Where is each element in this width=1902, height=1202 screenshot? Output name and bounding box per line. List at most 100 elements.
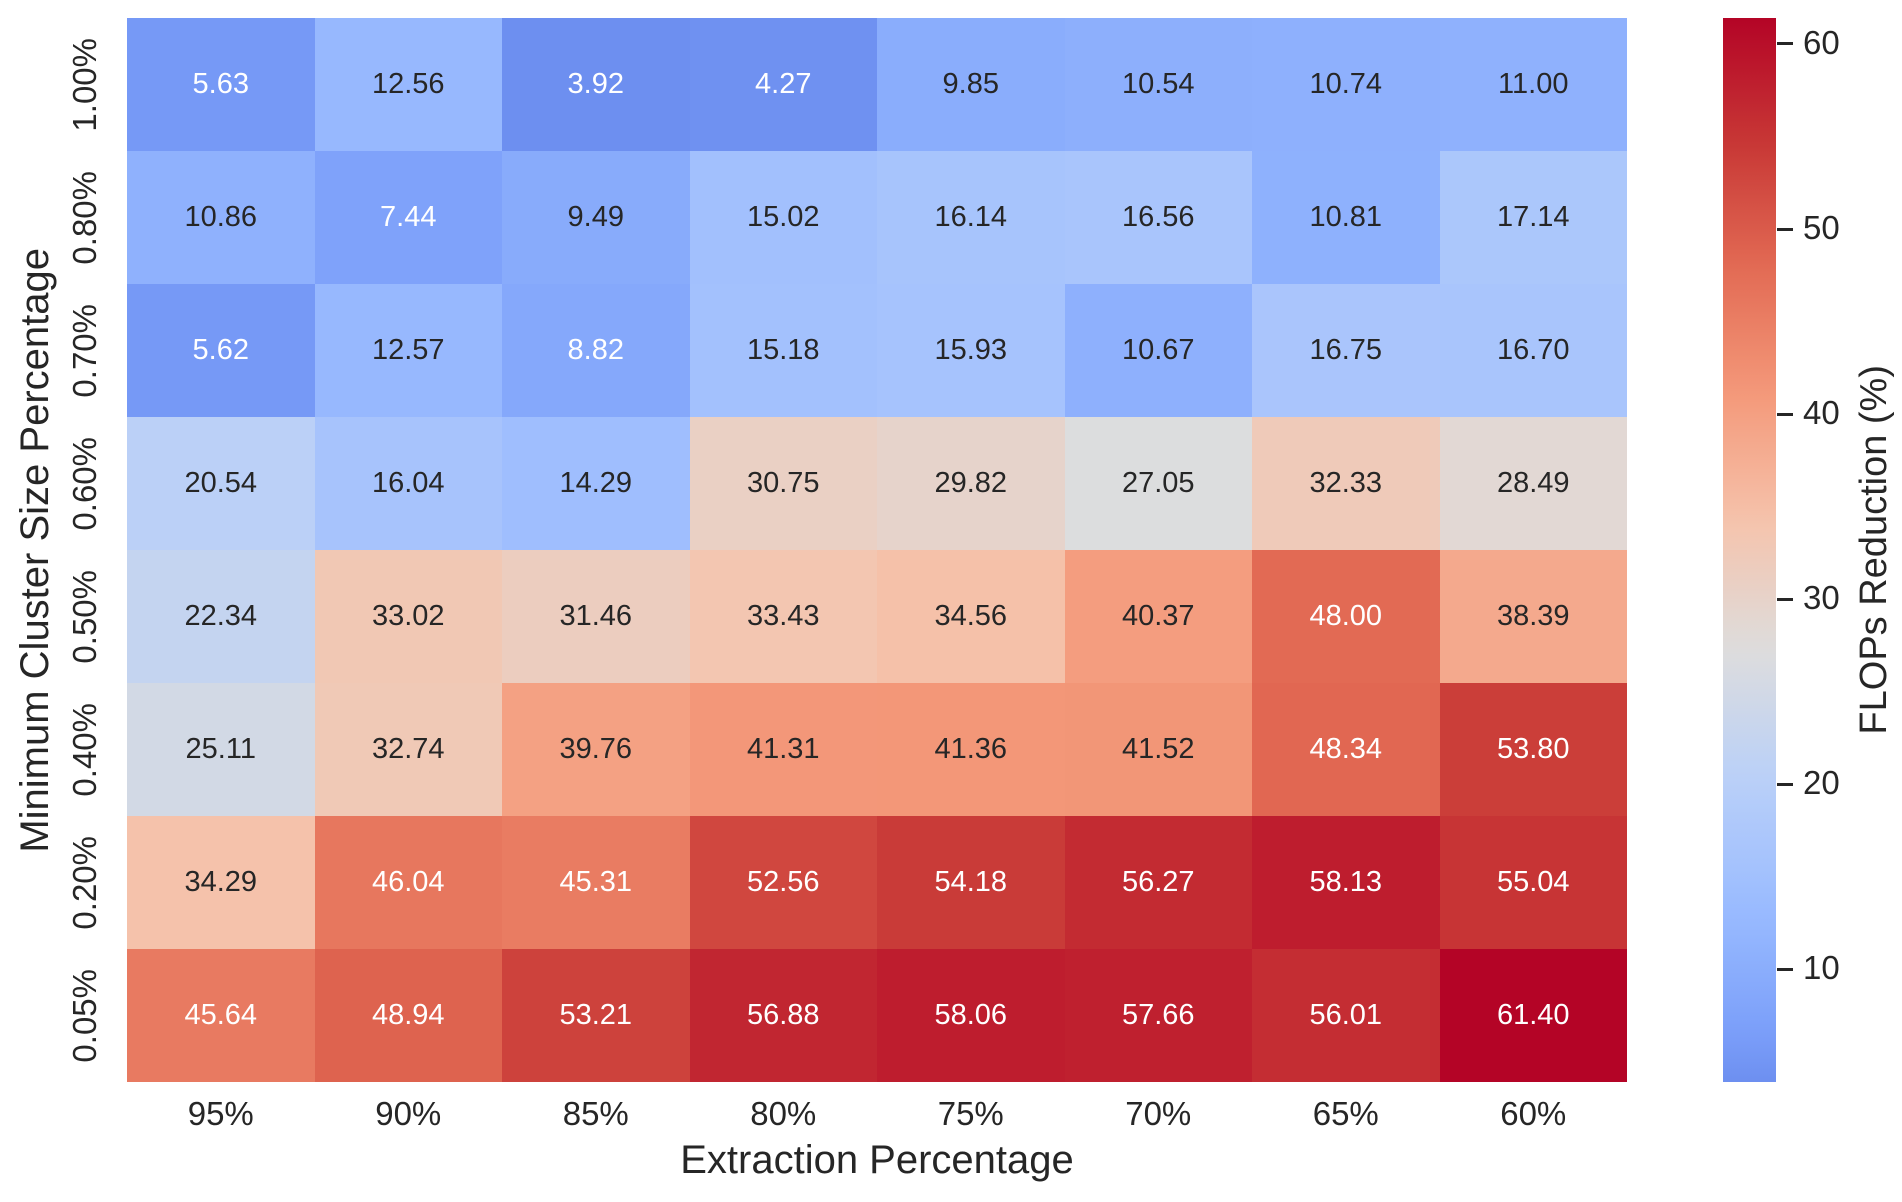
heatmap-cell: 16.56 xyxy=(1064,151,1252,284)
cell-value: 16.04 xyxy=(371,467,445,499)
colorbar-tick-label: 50 xyxy=(1803,209,1840,247)
heatmap-cell: 14.29 xyxy=(502,417,690,550)
colorbar-gradient xyxy=(1723,18,1776,1082)
colorbar-tick xyxy=(1777,412,1793,416)
heatmap-cell: 10.74 xyxy=(1252,18,1440,151)
cell-value: 41.52 xyxy=(1121,733,1195,765)
heatmap-cell: 16.75 xyxy=(1252,284,1440,417)
cell-value: 9.49 xyxy=(567,201,624,233)
y-tick-label: 0.20% xyxy=(62,816,108,949)
cell-value: 16.75 xyxy=(1309,334,1383,366)
cell-value: 31.46 xyxy=(559,600,633,632)
x-tick-label: 65% xyxy=(1312,1095,1379,1132)
cell-value: 32.74 xyxy=(371,733,445,765)
x-tick-label: 60% xyxy=(1500,1095,1567,1132)
heatmap-cell: 10.67 xyxy=(1064,284,1252,417)
cell-value: 10.74 xyxy=(1309,68,1383,100)
heatmap-cell: 29.82 xyxy=(877,417,1065,550)
cell-value: 20.54 xyxy=(184,467,258,499)
heatmap-cell: 45.31 xyxy=(502,816,690,949)
x-axis-tick-labels: 95% 90% 85% 80% 75% 70% 65% 60% xyxy=(127,1094,1627,1134)
heatmap-cell: 53.80 xyxy=(1439,683,1627,816)
cell-value: 7.44 xyxy=(380,201,437,233)
heatmap-cell: 10.81 xyxy=(1252,151,1440,284)
cell-value: 16.70 xyxy=(1496,334,1570,366)
cell-value: 56.01 xyxy=(1309,999,1383,1031)
y-tick-label-text: 0.70% xyxy=(66,303,103,398)
y-tick-label-text: 0.05% xyxy=(66,968,103,1063)
heatmap-cell: 17.14 xyxy=(1439,151,1627,284)
heatmap-cell: 33.02 xyxy=(314,550,502,683)
heatmap-cell: 25.11 xyxy=(127,683,315,816)
x-tick-label: 70% xyxy=(1125,1095,1192,1132)
heatmap-cell: 57.66 xyxy=(1064,949,1252,1082)
heatmap-cell: 10.86 xyxy=(127,151,315,284)
heatmap-cell: 56.88 xyxy=(689,949,877,1082)
cell-value: 16.14 xyxy=(934,201,1008,233)
cell-value: 33.02 xyxy=(371,600,445,632)
y-tick-label-text: 0.20% xyxy=(66,835,103,930)
heatmap-cell: 5.63 xyxy=(127,18,315,151)
cell-value: 38.39 xyxy=(1496,600,1570,632)
cell-value: 16.56 xyxy=(1121,201,1195,233)
cell-value: 46.04 xyxy=(371,866,445,898)
heatmap-cell: 9.49 xyxy=(502,151,690,284)
heatmap-cell: 12.57 xyxy=(314,284,502,417)
y-tick-label: 0.05% xyxy=(62,949,108,1082)
heatmap-cell: 9.85 xyxy=(877,18,1065,151)
heatmap-cell: 31.46 xyxy=(502,550,690,683)
heatmap-cell: 41.36 xyxy=(877,683,1065,816)
cell-value: 57.66 xyxy=(1121,999,1195,1031)
colorbar-tick xyxy=(1777,227,1793,231)
heatmap-cell: 41.31 xyxy=(689,683,877,816)
cell-value: 33.43 xyxy=(746,600,820,632)
colorbar-tick-label: 20 xyxy=(1803,764,1840,802)
heatmap-cell: 58.13 xyxy=(1252,816,1440,949)
heatmap-cell: 39.76 xyxy=(502,683,690,816)
heatmap-cell: 27.05 xyxy=(1064,417,1252,550)
x-tick-label: 85% xyxy=(562,1095,629,1132)
heatmap-cell: 15.02 xyxy=(689,151,877,284)
cell-value: 56.27 xyxy=(1121,866,1195,898)
heatmap-cell: 55.04 xyxy=(1439,816,1627,949)
cell-value: 10.81 xyxy=(1309,201,1383,233)
cell-value: 15.18 xyxy=(746,334,820,366)
heatmap-cell: 48.00 xyxy=(1252,550,1440,683)
cell-value: 27.05 xyxy=(1121,467,1195,499)
cell-value: 10.86 xyxy=(184,201,258,233)
cell-value: 41.36 xyxy=(934,733,1008,765)
cell-value: 30.75 xyxy=(746,467,820,499)
colorbar: 10 20 30 40 50 60 xyxy=(1723,18,1902,1082)
cell-value: 58.13 xyxy=(1309,866,1383,898)
cell-value: 25.11 xyxy=(185,733,256,765)
heatmap-cell: 33.43 xyxy=(689,550,877,683)
cell-value: 4.27 xyxy=(755,68,812,100)
heatmap-cell: 32.33 xyxy=(1252,417,1440,550)
cell-value: 40.37 xyxy=(1121,600,1195,632)
heatmap-cell: 28.49 xyxy=(1439,417,1627,550)
y-tick-label-text: 0.40% xyxy=(66,702,103,797)
cell-value: 5.62 xyxy=(192,334,249,366)
y-axis-title-text: Minimum Cluster Size Percentage xyxy=(12,247,57,853)
colorbar-tick xyxy=(1777,782,1793,786)
cell-value: 34.56 xyxy=(934,600,1008,632)
heatmap-cell: 20.54 xyxy=(127,417,315,550)
heatmap-cell: 16.14 xyxy=(877,151,1065,284)
colorbar-tick-label: 40 xyxy=(1803,394,1840,432)
heatmap-cell: 3.92 xyxy=(502,18,690,151)
cell-value: 5.63 xyxy=(192,68,249,100)
heatmap-cell: 10.54 xyxy=(1064,18,1252,151)
y-tick-label: 0.70% xyxy=(62,284,108,417)
y-axis-title: Minimum Cluster Size Percentage xyxy=(10,18,60,1082)
cell-value: 15.93 xyxy=(934,334,1008,366)
heatmap-cell: 56.27 xyxy=(1064,816,1252,949)
cell-value: 53.21 xyxy=(559,999,633,1031)
x-tick-label: 90% xyxy=(375,1095,442,1132)
heatmap-cell: 48.34 xyxy=(1252,683,1440,816)
cell-value: 48.34 xyxy=(1309,733,1383,765)
cell-value: 17.14 xyxy=(1496,201,1570,233)
heatmap-cell: 40.37 xyxy=(1064,550,1252,683)
cell-value: 14.29 xyxy=(559,467,633,499)
heatmap-cell: 12.56 xyxy=(314,18,502,151)
heatmap-cell: 46.04 xyxy=(314,816,502,949)
